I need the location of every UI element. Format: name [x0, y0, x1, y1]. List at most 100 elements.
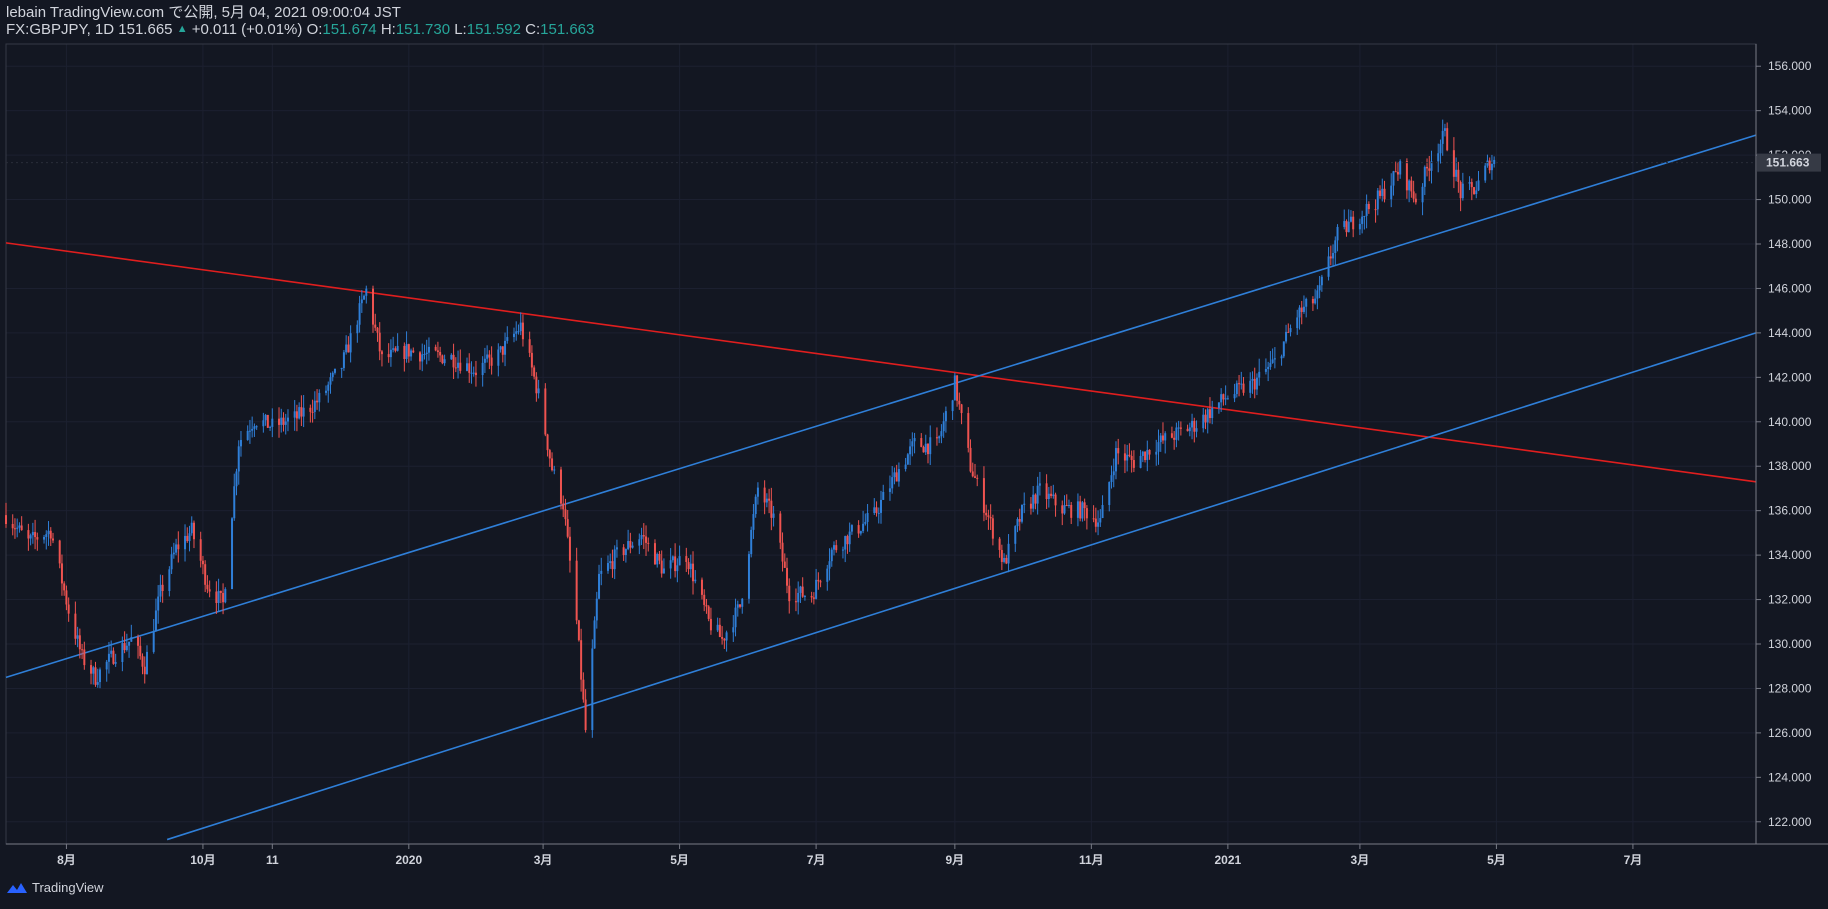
candle-body [1305, 298, 1308, 307]
price-axis[interactable]: 156.000154.000152.000150.000148.000146.0… [1755, 44, 1812, 844]
candle-body [1473, 187, 1476, 195]
candle-body [76, 635, 79, 639]
candle-body [535, 376, 538, 394]
candle-body [1314, 298, 1317, 304]
candle-body [613, 549, 616, 570]
candle-body [1193, 420, 1196, 432]
candle-body [1296, 317, 1299, 329]
candle-body [850, 525, 853, 532]
candle-body [443, 359, 446, 364]
candle-body [31, 532, 34, 536]
candle-body [1018, 519, 1021, 522]
candle-body [1076, 501, 1079, 518]
candle-body [1352, 216, 1355, 230]
candle-body [1477, 180, 1480, 191]
candle-body [423, 354, 426, 356]
candle-body [1047, 493, 1050, 500]
candle-body [1446, 128, 1449, 151]
candle-body [128, 641, 131, 646]
candle-body [125, 645, 128, 651]
candle-body [1249, 380, 1252, 393]
candle-body [1374, 209, 1377, 211]
candle-body [564, 509, 567, 520]
candle-body [1155, 451, 1158, 455]
candle-body [942, 421, 945, 432]
candle-body [389, 349, 392, 358]
candle-body [629, 541, 632, 548]
candle-body [1108, 482, 1111, 506]
candle-body [1408, 180, 1411, 191]
candle-body [412, 350, 415, 353]
candle-body [721, 636, 724, 639]
candle-body [734, 607, 737, 628]
candle-body [264, 414, 267, 421]
candle-body [358, 303, 361, 325]
candle-body [953, 375, 956, 401]
candle-body [269, 426, 272, 428]
candle-body [271, 418, 274, 427]
candle-body [989, 517, 992, 519]
candle-body [360, 299, 363, 304]
time-axis[interactable]: 8月 10月 11 2020 3月 5月 7月 9月 11月 2021 3月 5月 7月 [6, 843, 1828, 867]
candle-body [1258, 371, 1261, 378]
candle-body [157, 596, 160, 611]
candle-body [316, 400, 319, 403]
candle-body [1255, 377, 1258, 390]
candle-body [810, 596, 813, 598]
candle-body [1439, 143, 1442, 154]
candle-body [472, 372, 475, 374]
candle-body [521, 322, 524, 340]
candle-body [457, 362, 460, 368]
candle-body [1067, 504, 1070, 506]
ohlc-row: FX:GBPJPY, 1D 151.665 ▲ +0.011 (+0.01%) … [6, 21, 594, 40]
candle-body [1188, 427, 1191, 432]
candle-body [67, 604, 70, 614]
candle-body [452, 354, 455, 368]
candle-body [544, 388, 547, 435]
candle-body [1390, 185, 1393, 200]
candle-body [251, 428, 254, 431]
candle-body [16, 527, 19, 529]
candle-body [372, 288, 375, 325]
candle-body [674, 556, 677, 572]
candle-body [13, 528, 16, 530]
candle-body [1211, 407, 1214, 419]
candle-body [98, 669, 101, 683]
candle-body [392, 348, 395, 350]
candle-body [1114, 448, 1117, 472]
candle-body [215, 591, 218, 603]
candle-body [1191, 420, 1194, 428]
candle-body [1195, 428, 1198, 432]
open-label: O: [306, 21, 323, 38]
candle-body [788, 585, 791, 602]
candle-body [580, 640, 583, 680]
candle-body [184, 535, 187, 550]
symbol-interval[interactable]: FX:GBPJPY, 1D [6, 21, 115, 38]
candle-body [772, 513, 775, 518]
candle-body [201, 560, 204, 565]
candle-body [450, 354, 453, 360]
candle-body [1282, 341, 1285, 357]
candle-body [857, 525, 860, 534]
candle-body [1405, 161, 1408, 191]
candle-body [1396, 171, 1399, 175]
candle-body [687, 561, 690, 570]
candle-body [1099, 518, 1102, 523]
candle-body [280, 417, 283, 425]
candle-body [1452, 150, 1455, 177]
candle-body [253, 426, 256, 429]
candle-body [186, 535, 189, 542]
candle-body [1235, 383, 1238, 395]
candle-body [660, 560, 663, 574]
tradingview-logo-icon [7, 882, 27, 893]
candle-body [278, 418, 281, 425]
candle-body [1423, 166, 1426, 187]
candle-body [168, 569, 171, 592]
trend-lines[interactable] [5, 134, 1757, 841]
candle-body [78, 635, 81, 650]
candle-body [848, 531, 851, 545]
candle-body [866, 513, 869, 522]
trend-line-resistance [5, 242, 1757, 483]
candle-body [611, 561, 614, 570]
